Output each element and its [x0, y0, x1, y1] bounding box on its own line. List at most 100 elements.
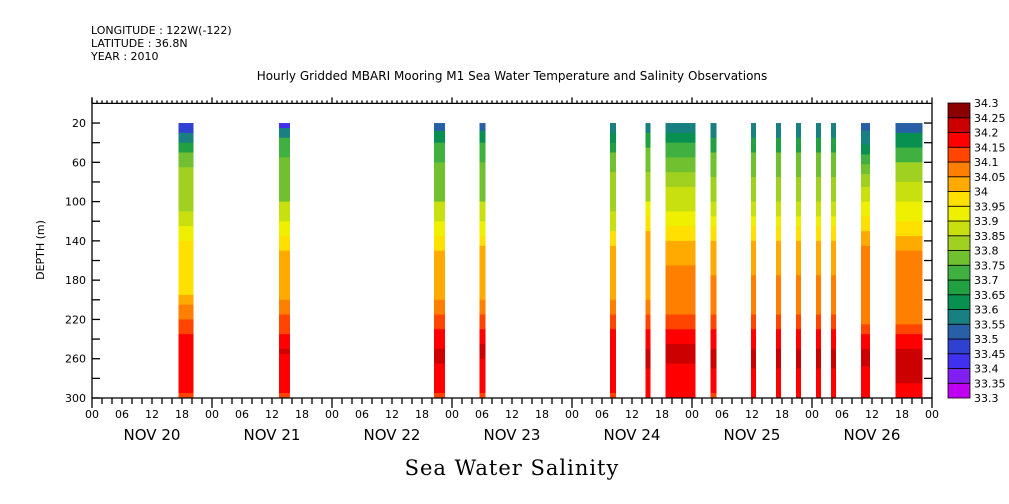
x-tick-label: 18 [295, 408, 309, 421]
salinity-cell [665, 226, 696, 242]
y-tick-label: 220 [65, 313, 86, 326]
salinity-cell [710, 216, 717, 227]
x-tick-label: 00 [445, 408, 459, 421]
day-label: NOV 22 [364, 426, 421, 444]
x-tick-label: 12 [745, 408, 759, 421]
salinity-cell [831, 240, 836, 276]
salinity-cell [610, 123, 616, 134]
salinity-cell [665, 172, 696, 188]
salinity-cell [479, 142, 486, 163]
longitude-label: LONGITUDE : 122W(-122) [91, 24, 232, 37]
salinity-cell [816, 177, 821, 203]
y-tick-label: 100 [65, 196, 86, 209]
x-tick-label: 18 [535, 408, 549, 421]
day-label: NOV 25 [724, 426, 781, 444]
salinity-cell [895, 201, 923, 222]
salinity-cell [796, 348, 801, 370]
salinity-cell [665, 240, 696, 266]
day-label: NOV 21 [244, 426, 301, 444]
salinity-cell [816, 368, 821, 399]
salinity-cell [776, 275, 781, 316]
salinity-cell [710, 314, 717, 330]
day-label: NOV 23 [484, 426, 541, 444]
salinity-cell [895, 162, 923, 183]
colorbar-label: 34.25 [974, 112, 1006, 125]
colorbar-swatch [947, 382, 971, 399]
salinity-cell [895, 181, 923, 203]
chart-title: Hourly Gridded MBARI Mooring M1 Sea Wate… [257, 69, 768, 83]
salinity-cell [816, 275, 821, 316]
salinity-cell [279, 127, 290, 139]
salinity-cell [861, 123, 870, 132]
salinity-cell [776, 314, 781, 330]
salinity-cell [776, 177, 781, 203]
salinity-cell [479, 235, 486, 247]
salinity-cell [279, 201, 290, 222]
x-tick-label: 18 [175, 408, 189, 421]
salinity-cell [796, 368, 801, 399]
salinity-cell [610, 211, 616, 232]
salinity-cell [816, 226, 821, 242]
y-tick-label: 60 [72, 156, 86, 169]
x-tick-label: 12 [265, 408, 279, 421]
salinity-cell [645, 132, 651, 149]
salinity-cell [645, 123, 651, 134]
salinity-cell [178, 132, 194, 144]
colorbar-label: 33.8 [974, 245, 999, 258]
salinity-cell [665, 329, 696, 345]
salinity-cell [710, 329, 717, 350]
salinity-cell [895, 383, 923, 399]
salinity-cell [776, 152, 781, 178]
salinity-cell [776, 329, 781, 350]
salinity-cell [831, 329, 836, 350]
salinity-cell [861, 324, 870, 335]
colorbar-label: 33.6 [974, 304, 999, 317]
salinity-cell [710, 137, 717, 153]
salinity-cell [710, 275, 717, 316]
salinity-cell [861, 245, 870, 325]
salinity-cell [861, 164, 870, 175]
colorbar-label: 33.45 [974, 348, 1006, 361]
salinity-cell [610, 132, 616, 144]
salinity-cell [861, 231, 870, 247]
salinity-cell [610, 329, 616, 394]
salinity-cell [479, 314, 486, 330]
salinity-cell [434, 348, 445, 365]
salinity-cell [831, 314, 836, 330]
x-tick-label: 12 [505, 408, 519, 421]
x-tick-label: 06 [355, 408, 369, 421]
salinity-cell [751, 152, 756, 178]
salinity-cell [434, 221, 445, 237]
salinity-cell [434, 130, 445, 144]
y-axis-label: DEPTH (m) [34, 220, 47, 280]
salinity-cell [776, 216, 781, 227]
salinity-cell [665, 157, 696, 173]
salinity-cell [279, 235, 290, 252]
year-label: YEAR : 2010 [90, 50, 159, 63]
salinity-cell [178, 152, 194, 168]
salinity-cell [178, 211, 194, 227]
x-tick-label: 18 [775, 408, 789, 421]
salinity-cell [861, 348, 870, 368]
salinity-cell [645, 368, 651, 399]
y-tick-label: 300 [65, 392, 86, 405]
salinity-cell [796, 123, 801, 139]
salinity-cell [665, 343, 696, 365]
salinity-cell [710, 393, 717, 399]
salinity-cell [178, 304, 194, 320]
salinity-cell [479, 221, 486, 237]
salinity-cell [610, 142, 616, 153]
salinity-cell [831, 348, 836, 370]
main-label: Sea Water Salinity [405, 456, 620, 480]
salinity-cell [710, 368, 717, 394]
x-tick-label: 12 [625, 408, 639, 421]
x-tick-label: 00 [205, 408, 219, 421]
salinity-cell [665, 363, 696, 399]
salinity-cell [178, 142, 194, 153]
salinity-cell [751, 216, 756, 227]
salinity-cell [279, 250, 290, 301]
salinity-cell [751, 226, 756, 242]
day-label: NOV 20 [124, 426, 181, 444]
